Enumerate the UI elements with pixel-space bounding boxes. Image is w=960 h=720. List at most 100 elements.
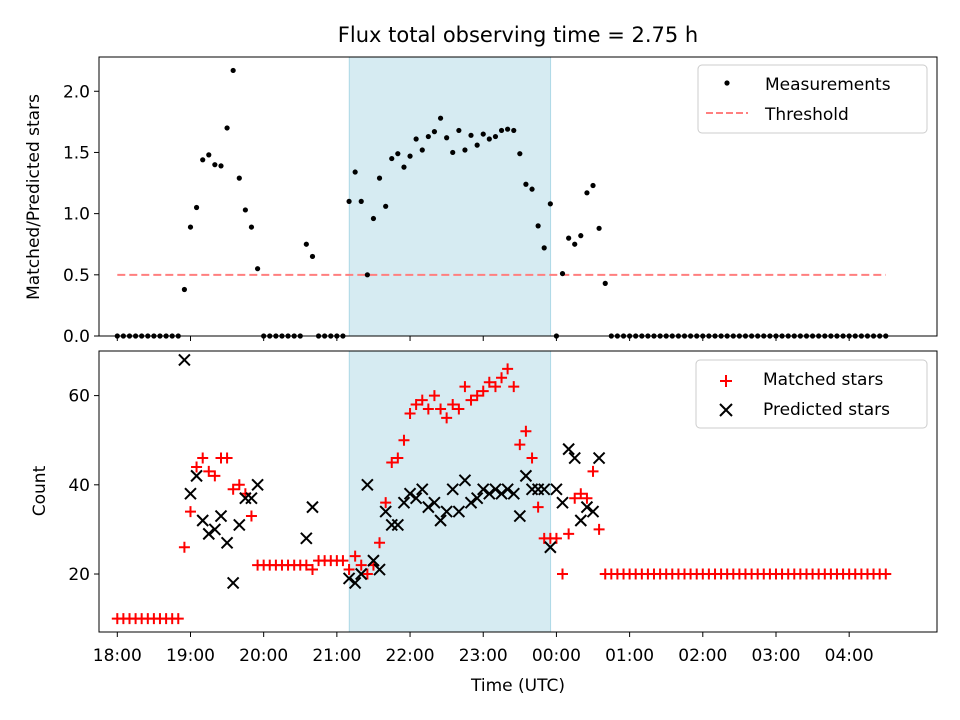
matched-star-point: [209, 470, 221, 482]
predicted-star-point: [550, 483, 563, 496]
measurement-point: [523, 181, 529, 187]
matched-star-point: [526, 452, 538, 464]
predicted-star-point: [574, 514, 588, 527]
predicted-star-point: [568, 451, 581, 465]
predicted-star-point: [403, 487, 417, 500]
matched-star-point: [556, 568, 568, 580]
top-panel: 0.00.51.01.52.0 Matched/Predicted stars …: [24, 56, 938, 347]
matched-star-point: [569, 492, 581, 504]
predicted-star-point: [556, 496, 569, 509]
measurement-point: [437, 115, 444, 121]
measurement-point: [376, 175, 383, 181]
measurement-point: [572, 241, 578, 247]
predicted-star-point: [440, 505, 453, 518]
top-y-tick-label: 1.5: [63, 143, 90, 163]
legend-measurements-label: Measurements: [765, 75, 891, 95]
measurement-point: [517, 151, 523, 157]
top-y-ticks: 0.0 0.5 1.0 1.5 2.0: [63, 82, 99, 347]
predicted-star-point: [464, 496, 478, 509]
predicted-star-point: [592, 451, 606, 465]
measurement-point: [584, 190, 590, 196]
measurement-point: [200, 157, 206, 163]
matched-star-point: [349, 550, 361, 562]
predicted-star-point: [178, 353, 191, 367]
legend-measurements-marker: [724, 80, 730, 86]
legend-threshold-label: Threshold: [764, 105, 849, 125]
measurement-point: [425, 133, 431, 140]
predicted-star-point: [544, 541, 557, 554]
predicted-star-point: [300, 532, 313, 545]
measurement-point: [383, 203, 389, 209]
measurement-point: [309, 253, 316, 260]
top-axes-frame: [98, 56, 938, 337]
matched-star-point: [398, 434, 410, 446]
matched-star-point: [880, 568, 892, 580]
matched-star-point: [221, 452, 233, 464]
bottom-x-tick-label: 04:00: [825, 646, 874, 666]
measurement-point: [181, 286, 188, 293]
measurement-point: [218, 163, 224, 169]
predicted-star-point: [562, 442, 575, 456]
matched-star-point: [355, 559, 367, 571]
bottom-legend: Matched stars Predicted stars: [695, 359, 928, 429]
bottom-x-tick-label: 22:00: [386, 646, 435, 666]
predicted-star-point: [233, 518, 246, 532]
matched-star-point: [465, 394, 477, 406]
matched-star-point: [178, 541, 190, 553]
predicted-star-point: [458, 474, 472, 487]
predicted-star-point: [477, 483, 490, 496]
predicted-star-point: [251, 478, 264, 492]
measurement-point: [535, 223, 541, 229]
bottom-y-tick-label: 60: [68, 387, 90, 407]
measurement-point: [511, 127, 517, 134]
matched-star-point: [203, 465, 215, 477]
measurement-point: [413, 136, 419, 142]
top-legend: Measurements Threshold: [697, 64, 928, 134]
measurement-point: [419, 147, 425, 153]
matched-star-point: [233, 479, 245, 491]
top-y-axis-label: Matched/Predicted stars: [24, 94, 44, 300]
matched-star-point: [587, 465, 599, 477]
bottom-axes-frame: [98, 350, 938, 633]
matched-star-point: [502, 363, 514, 375]
matched-star-point: [575, 488, 587, 500]
matched-star-point: [386, 457, 398, 469]
legend-predicted-marker: [719, 403, 733, 417]
matched-star-point: [563, 528, 575, 540]
predicted-star-point: [379, 505, 392, 518]
predicted-star-point: [220, 536, 234, 550]
matched-star-point: [184, 506, 196, 518]
top-observing-span: [348, 56, 552, 337]
matched-star-point: [532, 501, 544, 513]
matched-star-point: [380, 497, 392, 509]
matched-star-point: [404, 407, 416, 419]
measurement-point: [346, 198, 352, 204]
matched-star-point: [550, 532, 562, 544]
predicted-star-point: [196, 514, 209, 527]
top-y-tick-label: 1.0: [63, 205, 90, 225]
predicted-star-point: [306, 500, 319, 514]
predicted-star-point: [507, 487, 520, 500]
measurement-point: [486, 136, 492, 142]
bottom-y-tick-label: 40: [68, 476, 90, 496]
bottom-x-tick-label: 23:00: [459, 646, 508, 666]
legend-matched-label: Matched stars: [763, 370, 883, 390]
predicted-star-point: [416, 483, 429, 496]
measurement-point: [474, 142, 480, 148]
predicted-star-point: [348, 576, 362, 590]
bottom-y-tick-label: 20: [68, 565, 90, 585]
matched-star-point: [435, 403, 447, 415]
bottom-y-axis-label: Count: [30, 465, 50, 516]
measurement-point: [303, 241, 309, 247]
measurement-point: [541, 245, 547, 251]
predicted-star-point: [434, 514, 447, 527]
measurement-point: [468, 132, 474, 138]
measurement-point: [230, 67, 236, 74]
measurement-points: [114, 67, 889, 339]
predicted-star-point: [470, 491, 484, 505]
measurement-point: [206, 152, 212, 158]
predicted-star-point: [519, 469, 533, 483]
matched-stars-points: [111, 363, 892, 625]
measurement-point: [492, 133, 499, 140]
matched-star-point: [514, 439, 526, 451]
